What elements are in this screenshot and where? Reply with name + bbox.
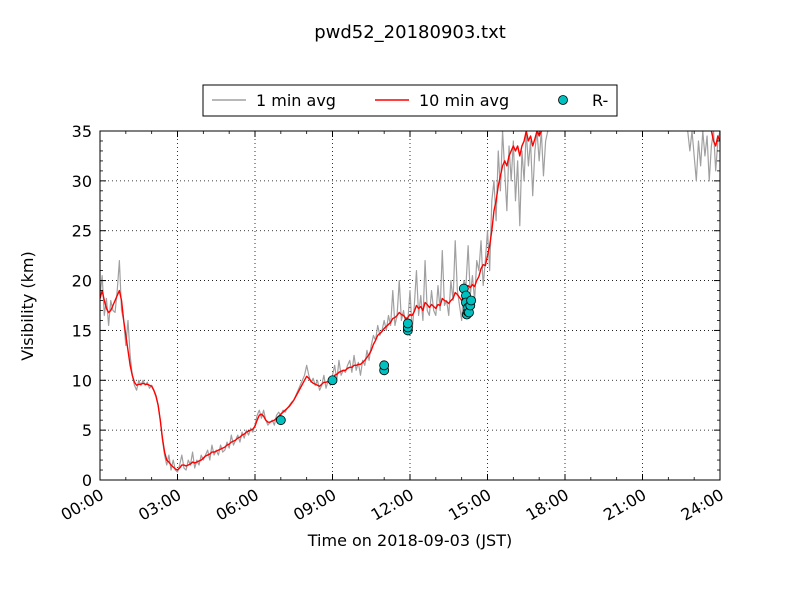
chart-title: pwd52_20180903.txt: [314, 22, 506, 43]
y-tick-labels: 0 5 10 15 20 25 30 35: [72, 122, 92, 490]
y-tick-label: 30: [72, 172, 92, 191]
legend-marker-rain: [558, 95, 568, 105]
rain-marker-point: [466, 295, 477, 306]
y-tick-label: 0: [82, 471, 92, 490]
x-tick-label: 03:00: [135, 485, 184, 525]
legend-label-10min: 10 min avg: [419, 91, 509, 110]
rain-marker-point: [275, 415, 286, 426]
legend: 1 min avg 10 min avg R-: [202, 84, 618, 117]
x-tick-label: 12:00: [368, 485, 417, 525]
grid: [100, 131, 720, 480]
axis-ticks: [99, 130, 721, 481]
x-tick-label: 15:00: [445, 485, 494, 525]
x-tick-label: 24:00: [678, 485, 727, 525]
rain-marker-point: [402, 318, 413, 329]
y-tick-label: 20: [72, 272, 92, 291]
marker-layer: [275, 283, 477, 426]
x-axis-label: Time on 2018-09-03 (JST): [307, 531, 512, 550]
x-tick-label: 18:00: [523, 485, 572, 525]
x-tick-labels: 00:00 03:00 06:00 09:00 12:00 15:00 18:00 21:00…: [58, 485, 727, 525]
rain-marker-point: [379, 360, 390, 371]
series-layer: [100, 131, 720, 473]
y-tick-label: 5: [82, 421, 92, 440]
y-tick-label: 35: [72, 122, 92, 141]
x-tick-label: 00:00: [58, 485, 107, 525]
series-line-1-min-avg: [100, 131, 549, 473]
legend-label-rain: R-: [592, 91, 608, 110]
legend-label-1min: 1 min avg: [256, 91, 336, 110]
x-tick-label: 06:00: [213, 485, 262, 525]
x-tick-label: 09:00: [290, 485, 339, 525]
y-tick-label: 15: [72, 321, 92, 340]
x-tick-label: 21:00: [600, 485, 649, 525]
series-line-1-min-avg: [687, 131, 720, 182]
legend-box: [202, 84, 618, 117]
y-axis-label: Visibility (km): [18, 251, 37, 360]
rain-marker-point: [327, 375, 338, 386]
y-tick-label: 10: [72, 371, 92, 390]
series-line-10-min-avg: [710, 131, 720, 147]
y-tick-label: 25: [72, 222, 92, 241]
